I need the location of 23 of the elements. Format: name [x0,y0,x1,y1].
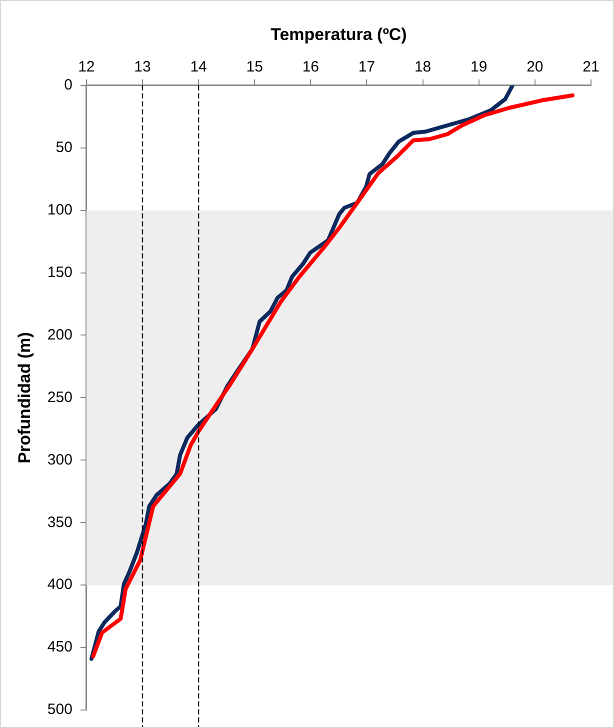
y-tick-label: 150 [47,264,72,281]
x-tick-label: 12 [78,58,95,76]
y-tick-label: 450 [47,638,72,656]
x-axis-title: Temperatura (ºC) [270,24,407,44]
y-tick-label: 250 [47,388,72,406]
x-tick-label: 15 [246,58,263,76]
y-tick-label: 500 [47,701,72,718]
x-tick-label: 14 [190,58,207,76]
y-tick-label: 350 [47,514,72,531]
x-tick-label: 18 [414,58,432,76]
x-tick-label: 19 [470,58,488,76]
y-tick-label: 100 [47,201,72,218]
x-tick-label: 20 [526,58,544,76]
y-tick-label: 200 [47,326,72,344]
y-tick-label: 50 [56,139,72,156]
x-tick-label: 13 [134,58,151,76]
x-tick-label: 21 [582,58,600,76]
x-tick-label: 17 [358,58,376,76]
y-tick-label: 0 [64,76,72,94]
x-tick-label: 16 [302,58,320,76]
y-tick-label: 300 [47,451,72,468]
y-axis-title: Profundidad (m) [14,332,34,464]
y-tick-label: 400 [47,576,72,594]
